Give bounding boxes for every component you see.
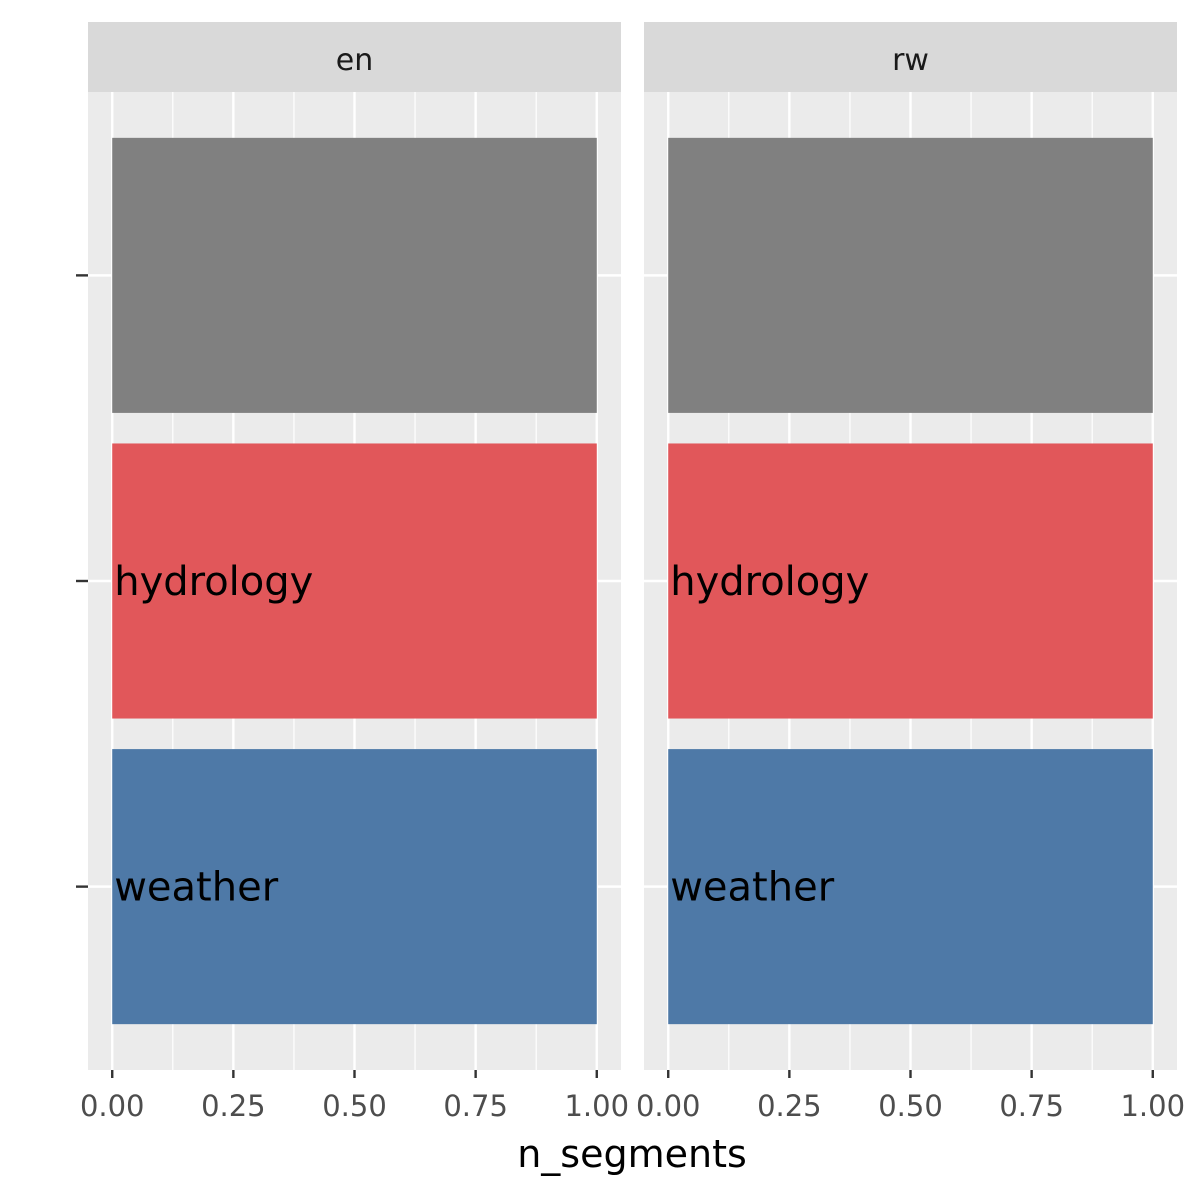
facet-strip-label: en xyxy=(336,43,373,78)
bar xyxy=(112,749,597,1025)
x-tick-label: 0.50 xyxy=(878,1089,943,1123)
facet-strip xyxy=(644,22,1177,92)
bar-label: hydrology xyxy=(670,559,869,605)
x-tick-label: 1.00 xyxy=(1120,1089,1185,1123)
x-tick-label: 0.75 xyxy=(999,1089,1064,1123)
bar-label: weather xyxy=(670,865,834,911)
x-tick-label: 1.00 xyxy=(564,1089,629,1123)
bar-label: hydrology xyxy=(114,559,313,605)
bar xyxy=(668,749,1153,1025)
x-tick-label: 0.25 xyxy=(757,1089,822,1123)
facet-strip xyxy=(88,22,621,92)
x-tick-label: 0.75 xyxy=(443,1089,508,1123)
bar-label: weather xyxy=(114,865,278,911)
bar xyxy=(668,443,1153,719)
bar xyxy=(112,137,597,413)
x-tick-label: 0.50 xyxy=(322,1089,387,1123)
bar xyxy=(112,443,597,719)
x-tick-label: 0.00 xyxy=(80,1089,145,1123)
x-tick-label: 0.25 xyxy=(201,1089,266,1123)
x-tick-label: 0.00 xyxy=(636,1089,701,1123)
facet-strip-label: rw xyxy=(892,43,929,78)
bar xyxy=(668,137,1153,413)
x-axis-title: n_segments xyxy=(517,1132,747,1176)
